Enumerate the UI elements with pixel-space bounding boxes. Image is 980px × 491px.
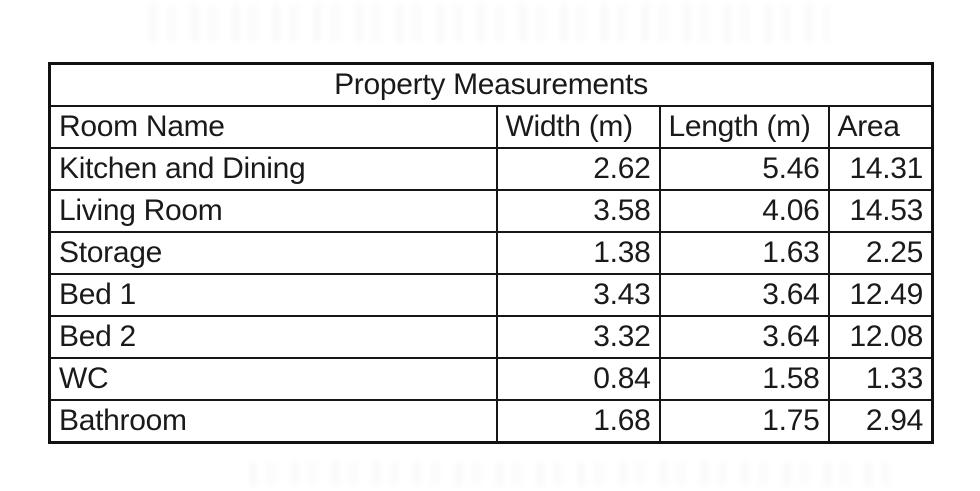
table-header-row: Room Name Width (m) Length (m) Area — [48, 105, 934, 149]
length-cell: 1.58 — [658, 357, 830, 401]
length-cell: 5.46 — [658, 147, 830, 191]
table-row: WC 0.84 1.58 1.33 — [48, 357, 934, 401]
column-header-width: Width (m) — [495, 105, 661, 149]
table-row: Bed 1 3.43 3.64 12.49 — [48, 273, 934, 317]
length-cell: 3.64 — [658, 273, 830, 317]
area-cell: 12.49 — [827, 273, 934, 317]
width-cell: 3.32 — [495, 315, 661, 359]
width-cell: 2.62 — [495, 147, 661, 191]
room-name-cell: Living Room — [48, 189, 498, 233]
width-cell: 1.68 — [495, 399, 661, 444]
column-header-area: Area — [827, 105, 934, 149]
area-cell: 12.08 — [827, 315, 934, 359]
table-title-row: Property Measurements — [48, 62, 934, 107]
property-measurements-table: Property Measurements Room Name Width (m… — [48, 62, 935, 444]
length-cell: 4.06 — [658, 189, 830, 233]
property-measurements-table-container: Property Measurements Room Name Width (m… — [48, 62, 935, 444]
jpeg-artifact-band-top — [150, 4, 830, 42]
width-cell: 1.38 — [495, 231, 661, 275]
column-header-room-name: Room Name — [48, 105, 498, 149]
column-header-length: Length (m) — [658, 105, 830, 149]
jpeg-artifact-band-bottom — [250, 462, 890, 486]
width-cell: 0.84 — [495, 357, 661, 401]
table-row: Kitchen and Dining 2.62 5.46 14.31 — [48, 147, 934, 191]
table-row: Storage 1.38 1.63 2.25 — [48, 231, 934, 275]
area-cell: 14.31 — [827, 147, 934, 191]
table-row: Living Room 3.58 4.06 14.53 — [48, 189, 934, 233]
width-cell: 3.43 — [495, 273, 661, 317]
length-cell: 3.64 — [658, 315, 830, 359]
room-name-cell: Bathroom — [48, 399, 498, 444]
length-cell: 1.63 — [658, 231, 830, 275]
table-row: Bathroom 1.68 1.75 2.94 — [48, 399, 934, 444]
area-cell: 2.25 — [827, 231, 934, 275]
area-cell: 1.33 — [827, 357, 934, 401]
area-cell: 14.53 — [827, 189, 934, 233]
room-name-cell: Storage — [48, 231, 498, 275]
area-cell: 2.94 — [827, 399, 934, 444]
room-name-cell: WC — [48, 357, 498, 401]
length-cell: 1.75 — [658, 399, 830, 444]
room-name-cell: Kitchen and Dining — [48, 147, 498, 191]
room-name-cell: Bed 2 — [48, 315, 498, 359]
room-name-cell: Bed 1 — [48, 273, 498, 317]
table-title: Property Measurements — [48, 62, 934, 107]
table-row: Bed 2 3.32 3.64 12.08 — [48, 315, 934, 359]
width-cell: 3.58 — [495, 189, 661, 233]
